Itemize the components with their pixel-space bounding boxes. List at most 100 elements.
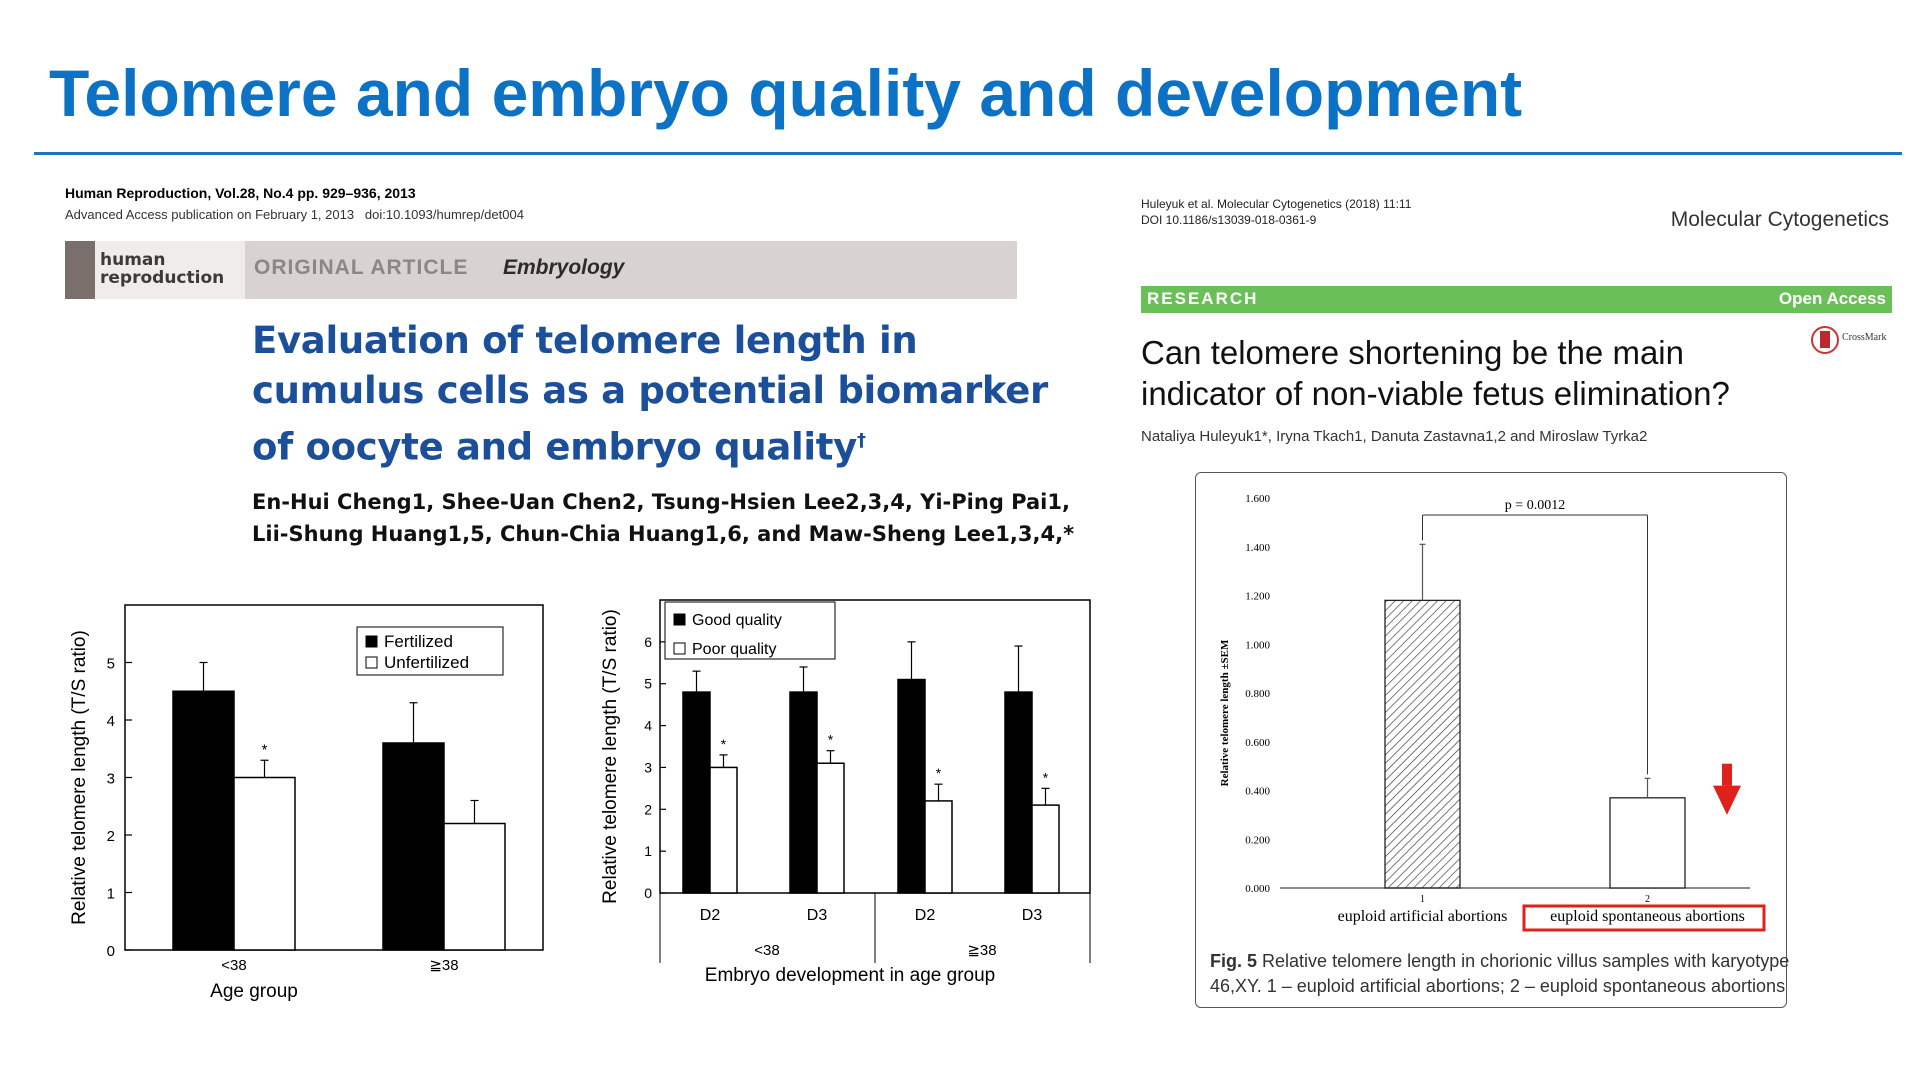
y-tick-label: 1: [644, 843, 652, 859]
title-divider: [34, 152, 1902, 155]
bar-fertilized: [172, 690, 235, 951]
legend-swatch: [365, 656, 378, 669]
caption-line2: 46,XY. 1 – euploid artificial abortions;…: [1210, 976, 1786, 996]
left-access-line: Advanced Access publication on February …: [65, 207, 524, 222]
left-journal-line: Human Reproduction, Vol.28, No.4 pp. 929…: [65, 185, 416, 201]
legend-label: Fertilized: [384, 632, 453, 651]
journal-logo-line1: human: [100, 250, 166, 270]
research-label: RESEARCH: [1147, 289, 1259, 308]
bar-1: [1384, 599, 1461, 889]
x-category-label: euploid artificial abortions: [1338, 908, 1508, 925]
bar-unfertilized: [233, 776, 296, 951]
x-axis-label: Embryo development in age group: [705, 965, 995, 986]
significance-mark: *: [936, 765, 942, 781]
open-access-label: Open Access: [1778, 289, 1886, 308]
right-paper-title: Can telomere shortening be the main indi…: [1141, 332, 1730, 414]
bar-poor-quality: [924, 800, 953, 894]
x-category-label: D3: [1022, 907, 1043, 924]
y-axis-label: Relative telomere length ±SEM: [1219, 639, 1231, 786]
legend-label: Good quality: [692, 612, 782, 629]
x-category-label: D3: [807, 907, 828, 924]
crossmark-label: CrossMark: [1842, 332, 1887, 343]
x-category-label: euploid spontaneous abortions: [1550, 908, 1745, 925]
significance-mark: *: [828, 732, 834, 748]
crossmark-icon: [1811, 326, 1839, 354]
y-tick-label: 3: [644, 759, 652, 775]
significance-mark: *: [262, 741, 268, 758]
y-tick-label: 1.600: [1245, 493, 1270, 505]
article-header-band: human reproduction ORIGINAL ARTICLE Embr…: [65, 241, 1017, 299]
bar-good-quality: [789, 691, 818, 894]
legend-label: Unfertilized: [384, 653, 469, 672]
research-bar: RESEARCH Open Access: [1141, 286, 1892, 313]
legend-label: Poor quality: [692, 641, 777, 658]
caption-line1: Relative telomere length in chorionic vi…: [1262, 951, 1790, 971]
left-doi: doi:10.1093/humrep/det004: [364, 207, 524, 222]
y-axis-label: Relative telomere length (T/S ratio): [69, 630, 90, 925]
left-paper-authors: En-Hui Cheng1, Shee-Uan Chen2, Tsung-Hsi…: [252, 486, 1074, 550]
red-arrow-shaft: [1722, 763, 1732, 786]
y-tick-label: 0.400: [1245, 786, 1270, 798]
journal-logo-line2: reproduction: [100, 268, 225, 288]
x-category-label: ≧38: [429, 957, 458, 974]
right-journal-name: Molecular Cytogenetics: [1670, 208, 1889, 231]
bar-poor-quality: [709, 766, 738, 894]
slide-title: Telomere and embryo quality and developm…: [49, 56, 1523, 130]
bar-poor-quality: [1031, 804, 1060, 894]
crossmark-badge[interactable]: CrossMark: [1810, 325, 1892, 354]
legend-box: [664, 601, 836, 660]
journal-logo-box: human reproduction: [95, 241, 245, 299]
right-title-line1: Can telomere shortening be the main: [1141, 334, 1684, 371]
y-tick-label: 2: [644, 801, 652, 817]
right-citation: Huleyuk et al. Molecular Cytogenetics (2…: [1141, 197, 1412, 211]
y-axis-label: Relative telomere length (T/S ratio): [600, 609, 621, 904]
y-tick-label: 0.600: [1245, 737, 1270, 749]
y-tick-label: 5: [107, 656, 115, 673]
y-tick-label: 1.000: [1245, 639, 1270, 651]
y-tick-label: 4: [107, 713, 115, 730]
left-access-date: Advanced Access publication on February …: [65, 207, 355, 222]
x-category-number: 2: [1645, 894, 1650, 905]
journal-logo: human reproduction: [100, 251, 224, 287]
title-dagger: †: [857, 430, 866, 451]
left-title-line2: cumulus cells as a potential biomarker: [252, 369, 1048, 412]
y-tick-label: 0: [644, 885, 652, 901]
y-tick-label: 3: [107, 771, 115, 788]
chart-fertilization-by-age: 0 1 2 3 4 5 * <38 ≧38 Age group Relative telomere …: [69, 604, 544, 1002]
y-tick-label: 0.200: [1245, 834, 1270, 846]
legend-box: [356, 626, 504, 676]
y-tick-label: 6: [644, 634, 652, 650]
group-label: ≧38: [967, 942, 996, 959]
bar-2: [1609, 797, 1686, 889]
y-tick-label: 0.800: [1245, 688, 1270, 700]
bar-good-quality: [1004, 691, 1033, 894]
header-band-accent: [65, 241, 95, 299]
legend-swatch: [365, 635, 378, 648]
x-category-label: <38: [221, 957, 246, 974]
left-title-line1: Evaluation of telomere length in: [252, 319, 918, 362]
significance-mark: *: [721, 736, 727, 752]
y-tick-label: 1: [107, 886, 115, 903]
figure-5-label: Fig. 5: [1210, 951, 1258, 971]
red-arrow-head: [1713, 785, 1741, 815]
y-tick-label: 1.400: [1245, 542, 1270, 554]
y-tick-label: 0.000: [1245, 883, 1270, 895]
x-axis-label: Age group: [210, 981, 298, 1002]
figure-5-frame: Fig. 5 Relative telomere length in chori…: [1195, 472, 1790, 1008]
bar-good-quality: [897, 678, 926, 894]
right-paper-authors: Nataliya Huleyuk1*, Iryna Tkach1, Danuta…: [1141, 428, 1648, 445]
group-label: <38: [754, 942, 779, 959]
chart-embryo-quality-by-age: 0 1 2 3 4 5 6 * D2 * D3 * D2 * D3 <38 ≧38 Embryo developm…: [600, 599, 1091, 986]
bar-good-quality: [682, 691, 711, 894]
bar-poor-quality: [816, 762, 845, 894]
article-section: Embryology: [503, 256, 625, 279]
p-value-annotation: p = 0.0012: [1505, 498, 1565, 513]
highlight-box: [1522, 904, 1766, 932]
legend-swatch: [673, 642, 686, 655]
y-tick-label: 0: [107, 943, 115, 960]
x-category-number: 1: [1420, 894, 1425, 905]
article-type: ORIGINAL ARTICLE: [254, 256, 469, 279]
y-tick-label: 4: [644, 718, 652, 734]
y-tick-label: 5: [644, 676, 652, 692]
right-title-line2: indicator of non-viable fetus eliminatio…: [1141, 375, 1730, 412]
